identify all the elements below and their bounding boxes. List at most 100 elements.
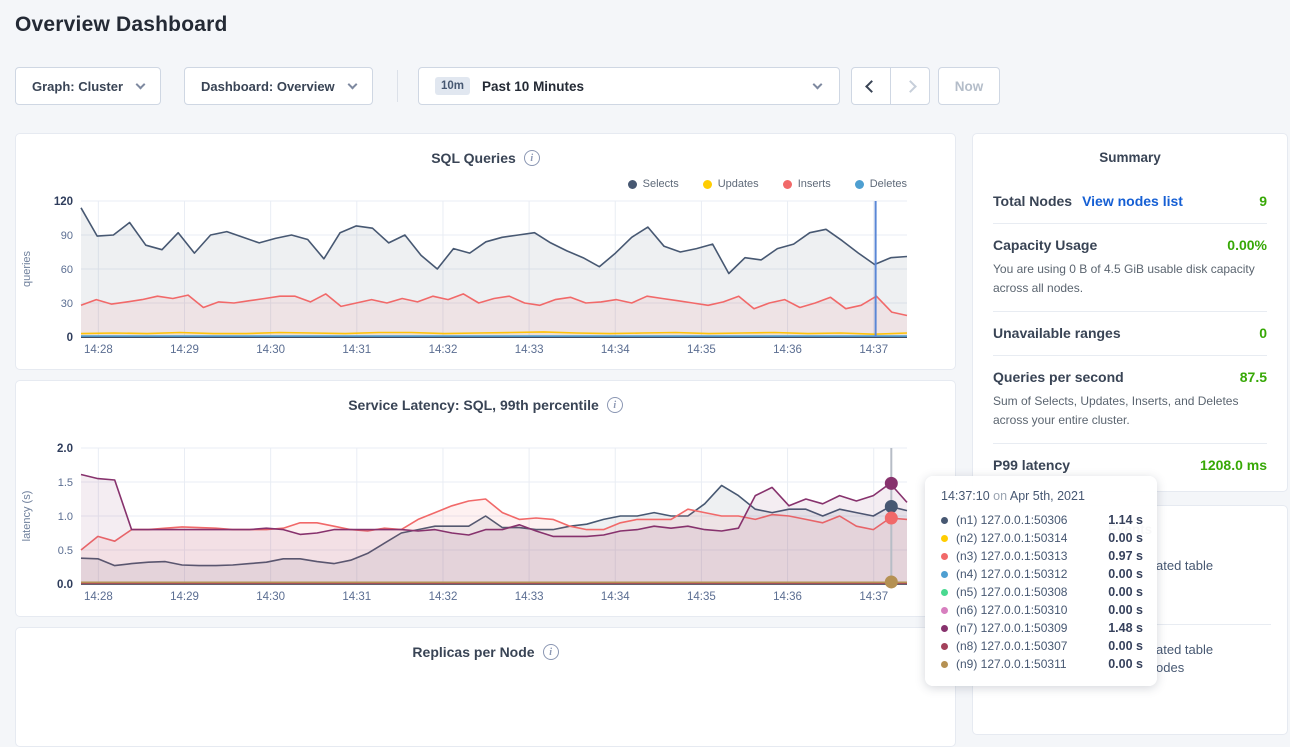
capacity-usage-description: You are using 0 B of 4.5 GiB usable disk… (993, 262, 1255, 295)
info-icon[interactable] (542, 644, 559, 660)
event-item-fragment[interactable]: ated table (1156, 642, 1214, 657)
series-color-dot (627, 179, 637, 189)
svg-text:60: 60 (61, 264, 73, 276)
graph-scope-dropdown[interactable]: Graph: Cluster (15, 67, 162, 105)
summary-row-p99-latency: P99 latency 1208.0 ms (993, 457, 1267, 474)
legend-item-updates[interactable]: Updates (702, 178, 759, 190)
node-color-dot (941, 552, 948, 560)
svg-text:14:31: 14:31 (342, 344, 371, 356)
info-icon[interactable] (606, 397, 623, 413)
node-color-dot (941, 624, 948, 632)
svg-text:14:30: 14:30 (256, 344, 285, 356)
sql-queries-plot[interactable]: 14:28 14:29 14:30 14:31 14:32 14:33 14:34 14:35… (16, 191, 957, 361)
svg-text:30: 30 (61, 298, 73, 310)
chevron-down-icon (135, 79, 146, 89)
svg-text:14:33: 14:33 (515, 591, 544, 603)
tooltip-row-n7: (n7) 127.0.0.1:50309 1.48 s (941, 619, 1143, 637)
tooltip-row-n9: (n9) 127.0.0.1:50311 0.00 s (941, 655, 1143, 673)
svg-text:14:36: 14:36 (773, 344, 802, 356)
dashboard-label: Dashboard: Overview (201, 78, 335, 94)
tooltip-timestamp: 14:37:10 on Apr 5th, 2021 (941, 489, 1085, 503)
svg-text:0.0: 0.0 (57, 579, 73, 591)
summary-row-total-nodes: Total Nodes View nodes list 9 (993, 180, 1267, 224)
svg-text:14:37: 14:37 (859, 344, 888, 356)
tooltip-row-n2: (n2) 127.0.0.1:50314 0.00 s (941, 529, 1143, 547)
time-next-button[interactable] (890, 67, 930, 105)
queries-per-second-description: Sum of Selects, Updates, Inserts, and De… (993, 394, 1239, 427)
series-color-dot (782, 179, 792, 189)
now-button[interactable]: Now (938, 67, 1000, 105)
node-color-dot (941, 642, 948, 650)
service-latency-plot[interactable]: 14:28 14:29 14:30 14:31 14:32 14:33 14:34 14:35… (16, 438, 957, 608)
time-prev-button[interactable] (851, 67, 891, 105)
chart-legend: Selects Updates Inserts Deletes (627, 178, 907, 190)
series-color-dot (702, 179, 712, 189)
node-color-dot (941, 534, 948, 542)
summary-panel: Summary Total Nodes View nodes list 9 Ca… (972, 133, 1288, 492)
svg-text:1.0: 1.0 (58, 511, 73, 523)
svg-text:90: 90 (61, 230, 73, 242)
tooltip-row-n3: (n3) 127.0.0.1:50313 0.97 s (941, 547, 1143, 565)
svg-text:14:30: 14:30 (256, 591, 285, 603)
chart-title-sql-queries: SQL Queries (431, 150, 516, 166)
service-latency-chart-card: Service Latency: SQL, 99th percentile 14… (15, 380, 956, 617)
time-range-dropdown[interactable]: 10m Past 10 Minutes (418, 67, 840, 105)
chevron-down-icon (812, 79, 823, 89)
svg-text:1.5: 1.5 (58, 477, 73, 489)
svg-text:14:37: 14:37 (859, 591, 888, 603)
node-color-dot (941, 570, 948, 578)
chart-hover-tooltip: 14:37:10 on Apr 5th, 2021 (n1) 127.0.0.1… (925, 476, 1157, 686)
svg-text:14:28: 14:28 (84, 591, 113, 603)
svg-text:14:31: 14:31 (342, 591, 371, 603)
unavailable-ranges-value: 0 (1259, 325, 1267, 342)
chart-title-replicas-per-node: Replicas per Node (412, 644, 535, 660)
chart-title-service-latency: Service Latency: SQL, 99th percentile (348, 397, 599, 413)
svg-text:latency (s): latency (s) (21, 491, 33, 542)
page-title: Overview Dashboard (15, 13, 228, 36)
info-icon[interactable] (523, 150, 540, 166)
total-nodes-value: 9 (1259, 193, 1267, 209)
tooltip-row-n6: (n6) 127.0.0.1:50310 0.00 s (941, 601, 1143, 619)
graph-scope-label: Graph: Cluster (32, 78, 124, 94)
summary-row-capacity-usage: Capacity Usage 0.00% You are using 0 B o… (993, 224, 1267, 313)
event-item-fragment[interactable]: ated table (1156, 558, 1214, 573)
svg-text:14:36: 14:36 (773, 591, 802, 603)
capacity-usage-value: 0.00% (1227, 237, 1267, 253)
tooltip-row-n5: (n5) 127.0.0.1:50308 0.00 s (941, 583, 1143, 601)
time-range-label: Past 10 Minutes (482, 78, 585, 94)
svg-text:14:29: 14:29 (170, 591, 199, 603)
svg-text:2.0: 2.0 (57, 443, 73, 455)
view-nodes-list-link[interactable]: View nodes list (1082, 193, 1183, 209)
node-color-dot (941, 606, 948, 614)
summary-row-queries-per-second: Queries per second 87.5 Sum of Selects, … (993, 356, 1267, 445)
node-color-dot (941, 660, 948, 668)
tooltip-row-n1: (n1) 127.0.0.1:50306 1.14 s (941, 511, 1143, 529)
tooltip-row-n4: (n4) 127.0.0.1:50312 0.00 s (941, 565, 1143, 583)
svg-text:120: 120 (54, 196, 73, 208)
svg-text:queries: queries (21, 250, 33, 287)
chevron-down-icon (347, 79, 358, 89)
summary-row-unavailable-ranges: Unavailable ranges 0 (993, 312, 1267, 357)
controls-divider (397, 70, 398, 102)
svg-text:14:34: 14:34 (601, 591, 630, 603)
svg-text:14:29: 14:29 (170, 344, 199, 356)
chevron-left-icon (864, 79, 878, 93)
event-item-fragment[interactable]: odes (1156, 660, 1185, 675)
queries-per-second-value: 87.5 (1239, 369, 1267, 386)
svg-text:14:28: 14:28 (84, 344, 113, 356)
node-color-dot (941, 588, 948, 596)
legend-item-selects[interactable]: Selects (627, 178, 679, 190)
chevron-right-icon (903, 79, 917, 93)
svg-text:0.5: 0.5 (58, 545, 73, 557)
time-range-badge: 10m (435, 77, 471, 95)
summary-title: Summary (1099, 150, 1161, 165)
dashboard-dropdown[interactable]: Dashboard: Overview (184, 67, 373, 105)
series-color-dot (854, 179, 864, 189)
svg-text:14:34: 14:34 (601, 344, 630, 356)
svg-text:14:32: 14:32 (429, 344, 458, 356)
node-color-dot (941, 516, 948, 524)
legend-item-deletes[interactable]: Deletes (854, 178, 907, 190)
svg-text:0: 0 (67, 332, 73, 344)
legend-item-inserts[interactable]: Inserts (782, 178, 831, 190)
svg-text:14:33: 14:33 (515, 344, 544, 356)
